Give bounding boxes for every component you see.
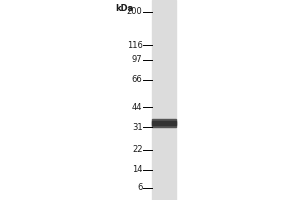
Text: 97: 97	[132, 55, 142, 64]
Bar	[152, 121, 176, 125]
Text: 116: 116	[127, 40, 142, 49]
Text: 6: 6	[137, 184, 142, 192]
Text: 66: 66	[132, 75, 142, 84]
Text: 22: 22	[132, 146, 142, 154]
Text: 200: 200	[127, 7, 142, 17]
Text: kDa: kDa	[115, 4, 134, 13]
Text: 44: 44	[132, 102, 142, 112]
Bar	[152, 0, 176, 200]
Text: 31: 31	[132, 122, 142, 132]
Text: 14: 14	[132, 166, 142, 174]
Bar	[152, 119, 176, 127]
